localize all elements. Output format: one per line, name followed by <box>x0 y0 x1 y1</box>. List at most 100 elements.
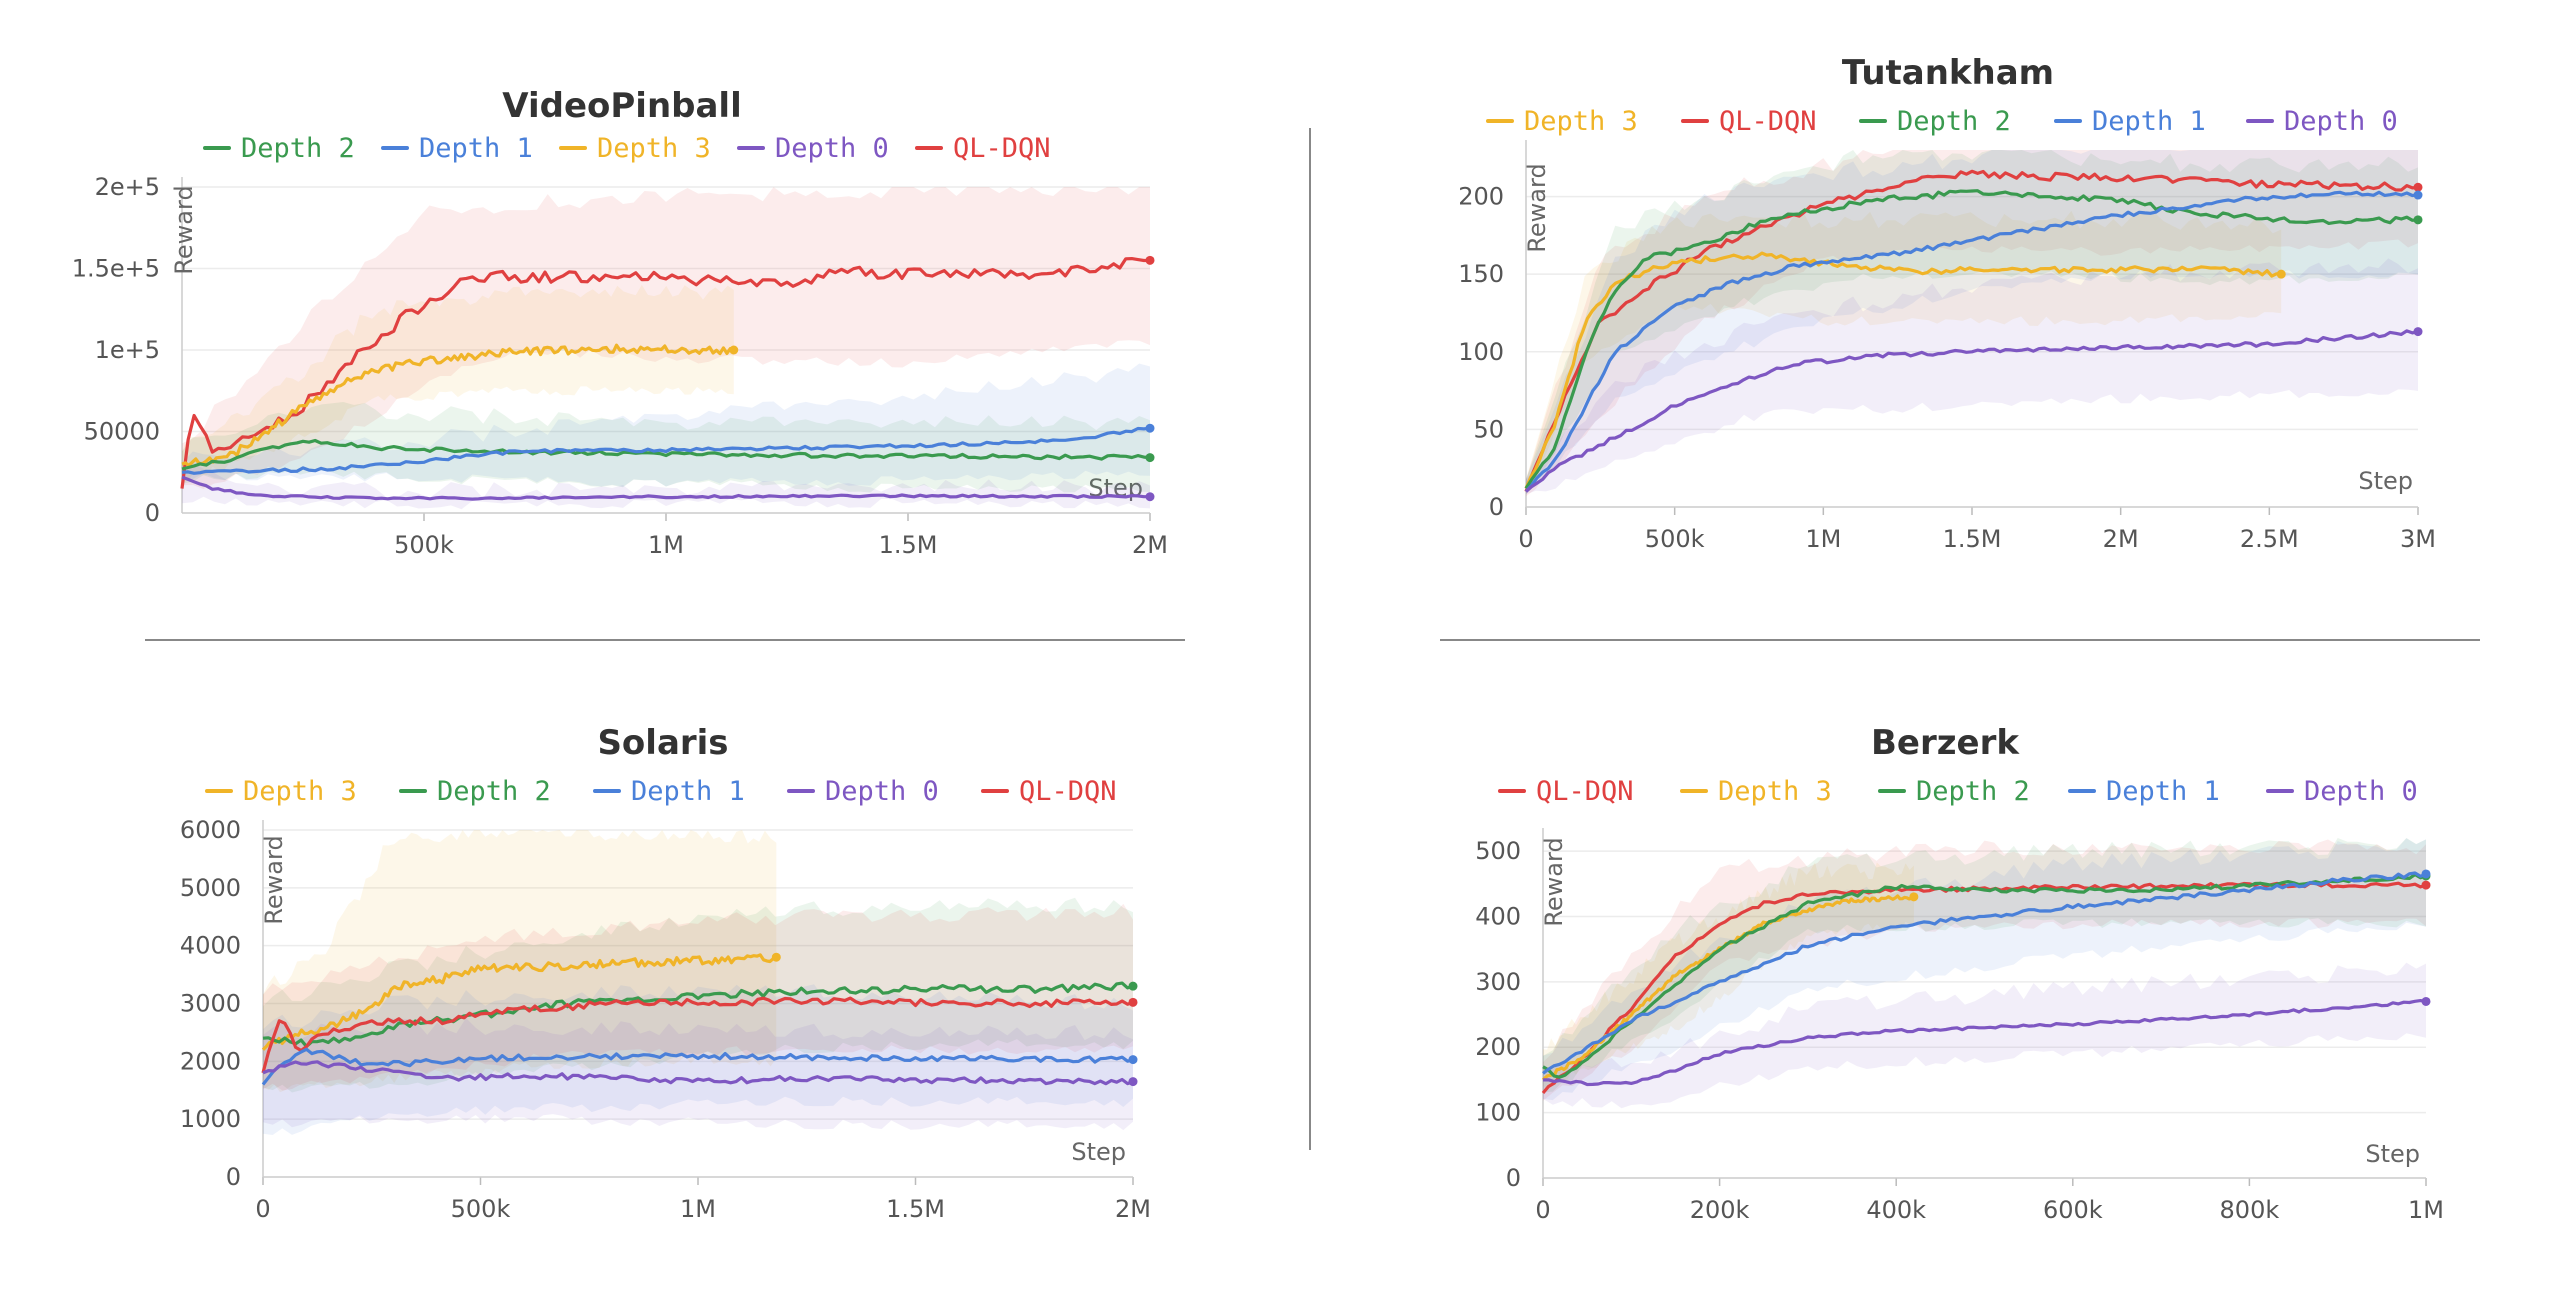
y-tick-label: 0 <box>1506 1164 1521 1192</box>
y-tick-label: 2000 <box>180 1047 241 1075</box>
y-axis-label: Reward <box>1540 837 1568 926</box>
series-endpoint-depth-2 <box>1145 453 1155 463</box>
series-endpoint-depth-3 <box>1909 892 1919 902</box>
legend-item-depth-3: Depth 3 <box>1680 776 1832 807</box>
legend-label: Depth 3 <box>1718 776 1832 807</box>
series-line-depth-2 <box>262 981 1134 1048</box>
legend-label: Depth 2 <box>437 776 551 807</box>
x-tick-label: 200k <box>1690 1196 1750 1224</box>
x-tick-label: 2M <box>1115 1195 1151 1223</box>
y-tick-label: 5000 <box>180 874 241 902</box>
legend-item-depth-2: Depth 2 <box>1878 776 2030 807</box>
y-tick-label: 200 <box>1475 1033 1521 1061</box>
series-band-depth-2 <box>182 402 1150 493</box>
series-line-depth-2 <box>1542 872 2427 1079</box>
x-tick-label: 800k <box>2220 1196 2280 1224</box>
x-tick-label: 500k <box>394 531 454 559</box>
series-endpoint-depth-0 <box>2413 327 2423 337</box>
y-axis-label: Reward <box>170 185 198 274</box>
series-line-depth-1 <box>1524 190 2419 493</box>
y-axis-label: Reward <box>1523 163 1551 252</box>
x-tick-label: 1M <box>680 1195 716 1223</box>
series-line-depth-0 <box>262 1060 1134 1086</box>
series-endpoint-depth-0 <box>2421 996 2431 1006</box>
legend-label: Depth 0 <box>775 133 889 164</box>
legend-label: QL-DQN <box>1536 776 1634 807</box>
legend-label: QL-DQN <box>953 133 1051 164</box>
legend-item-ql-dqn: QL-DQN <box>1681 106 1817 137</box>
series-band-depth-2 <box>263 897 1133 1093</box>
series-endpoint-ql-dqn <box>2421 880 2431 890</box>
x-tick-label: 2M <box>1132 531 1168 559</box>
legend-item-depth-2: Depth 2 <box>203 133 355 164</box>
legend-item-ql-dqn: QL-DQN <box>1498 776 1634 807</box>
series-band-ql-dqn <box>182 187 1150 489</box>
x-tick-label: 1.5M <box>879 531 938 559</box>
series-endpoint-depth-1 <box>1128 1055 1138 1065</box>
legend-item-depth-3: Depth 3 <box>1486 106 1638 137</box>
series-line-depth-2 <box>181 438 1151 471</box>
y-tick-label: 200 <box>1458 183 1504 211</box>
series-line-ql-dqn <box>261 996 1134 1074</box>
chart-title: Solaris <box>597 723 728 763</box>
x-axis-label: Step <box>1071 1138 1126 1166</box>
series-band-depth-1 <box>1543 838 2426 1101</box>
y-tick-label: 100 <box>1475 1099 1521 1127</box>
legend-label: QL-DQN <box>1719 106 1817 137</box>
series-endpoint-depth-1 <box>2413 190 2423 200</box>
legend-label: QL-DQN <box>1019 776 1117 807</box>
x-tick-label: 1M <box>2408 1196 2444 1224</box>
legend-item-depth-1: Depth 1 <box>2068 776 2220 807</box>
legend-label: Depth 2 <box>1897 106 2011 137</box>
y-tick-label: 6000 <box>180 816 241 844</box>
y-tick-label: 1.5e+5 <box>72 255 160 283</box>
series-band-depth-0 <box>1543 962 2426 1109</box>
y-tick-label: 0 <box>1489 493 1504 521</box>
series-endpoint-depth-3 <box>2276 269 2286 279</box>
y-tick-label: 500 <box>1475 837 1521 865</box>
legend-label: Depth 1 <box>2092 106 2206 137</box>
y-tick-label: 0 <box>226 1163 241 1191</box>
chart-title: Tutankham <box>1842 53 2054 93</box>
legend-label: Depth 0 <box>2304 776 2418 807</box>
series-line-depth-3 <box>261 953 778 1051</box>
x-tick-label: 500k <box>1645 525 1705 553</box>
series-line-ql-dqn <box>180 257 1151 489</box>
series-line-depth-2 <box>1524 189 2419 490</box>
chart-title: VideoPinball <box>502 86 742 126</box>
legend-label: Depth 1 <box>631 776 745 807</box>
y-tick-label: 1e+5 <box>95 336 160 364</box>
y-tick-label: 300 <box>1475 968 1521 996</box>
legend-item-depth-1: Depth 1 <box>593 776 745 807</box>
legend: Depth 2 Depth 1 Depth 3 Depth 0 QL-DQN <box>203 133 1051 164</box>
series-line-depth-0 <box>1524 329 2419 493</box>
legend-item-depth-2: Depth 2 <box>399 776 551 807</box>
series-band-depth-0 <box>1526 258 2418 495</box>
x-tick-label: 1.5M <box>1943 525 2002 553</box>
legend: QL-DQN Depth 3 Depth 2 Depth 1 Depth 0 <box>1498 776 2418 807</box>
chart-videopinball: VideoPinball Depth 2 Depth 1 Depth 3 Depth … <box>72 86 1168 559</box>
x-tick-label: 1M <box>1805 525 1841 553</box>
legend-label: Depth 3 <box>597 133 711 164</box>
chart-title: Berzerk <box>1871 723 2020 763</box>
y-tick-label: 4000 <box>180 932 241 960</box>
x-axis-label: Step <box>2358 467 2413 495</box>
series-band-ql-dqn <box>1543 839 2426 1101</box>
series-endpoint-ql-dqn <box>1145 255 1155 265</box>
series-band-depth-2 <box>1526 150 2418 495</box>
x-tick-label: 600k <box>2043 1196 2103 1224</box>
y-tick-label: 3000 <box>180 990 241 1018</box>
series-endpoint-depth-2 <box>1128 981 1138 991</box>
series-line-depth-1 <box>181 426 1151 475</box>
legend-item-depth-3: Depth 3 <box>559 133 711 164</box>
series-line-depth-1 <box>261 1047 1134 1086</box>
legend-label: Depth 0 <box>2284 106 2398 137</box>
legend-item-ql-dqn: QL-DQN <box>915 133 1051 164</box>
x-tick-label: 1.5M <box>886 1195 945 1223</box>
chart-berzerk: Berzerk QL-DQN Depth 3 Depth 2 Depth 1 Depth… <box>1475 723 2444 1224</box>
y-tick-label: 400 <box>1475 902 1521 930</box>
series-line-depth-1 <box>1542 871 2427 1075</box>
series-band-depth-0 <box>263 1018 1133 1131</box>
legend-label: Depth 2 <box>1916 776 2030 807</box>
